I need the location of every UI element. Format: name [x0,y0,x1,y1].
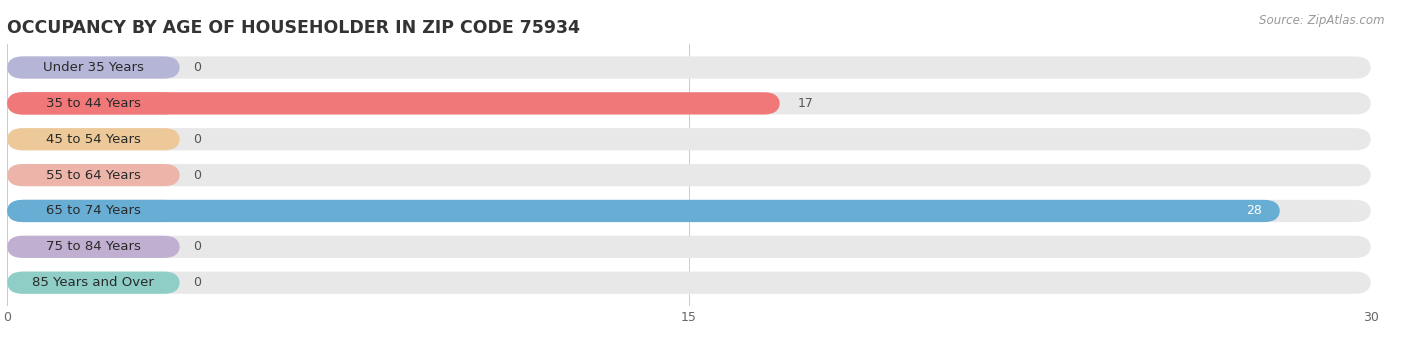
FancyBboxPatch shape [7,200,1279,222]
Text: 45 to 54 Years: 45 to 54 Years [46,133,141,146]
Text: 85 Years and Over: 85 Years and Over [32,276,155,289]
Text: 65 to 74 Years: 65 to 74 Years [46,204,141,218]
FancyBboxPatch shape [7,236,1371,258]
Text: 35 to 44 Years: 35 to 44 Years [46,97,141,110]
FancyBboxPatch shape [7,56,1371,79]
FancyBboxPatch shape [7,128,180,150]
Text: 0: 0 [194,276,201,289]
Text: Source: ZipAtlas.com: Source: ZipAtlas.com [1260,14,1385,27]
FancyBboxPatch shape [7,200,1371,222]
Text: 75 to 84 Years: 75 to 84 Years [46,240,141,253]
FancyBboxPatch shape [7,92,1371,115]
FancyBboxPatch shape [7,164,1371,186]
FancyBboxPatch shape [7,200,180,222]
Text: 0: 0 [194,240,201,253]
FancyBboxPatch shape [7,272,180,294]
Text: 0: 0 [194,133,201,146]
FancyBboxPatch shape [7,164,180,186]
FancyBboxPatch shape [7,56,180,79]
Text: 0: 0 [194,61,201,74]
FancyBboxPatch shape [7,128,1371,150]
FancyBboxPatch shape [7,92,780,115]
Text: 28: 28 [1246,204,1261,218]
Text: OCCUPANCY BY AGE OF HOUSEHOLDER IN ZIP CODE 75934: OCCUPANCY BY AGE OF HOUSEHOLDER IN ZIP C… [7,19,581,37]
Text: Under 35 Years: Under 35 Years [44,61,143,74]
Text: 55 to 64 Years: 55 to 64 Years [46,169,141,182]
FancyBboxPatch shape [7,272,1371,294]
Text: 17: 17 [799,97,814,110]
FancyBboxPatch shape [7,236,180,258]
Text: 0: 0 [194,169,201,182]
FancyBboxPatch shape [7,92,180,115]
